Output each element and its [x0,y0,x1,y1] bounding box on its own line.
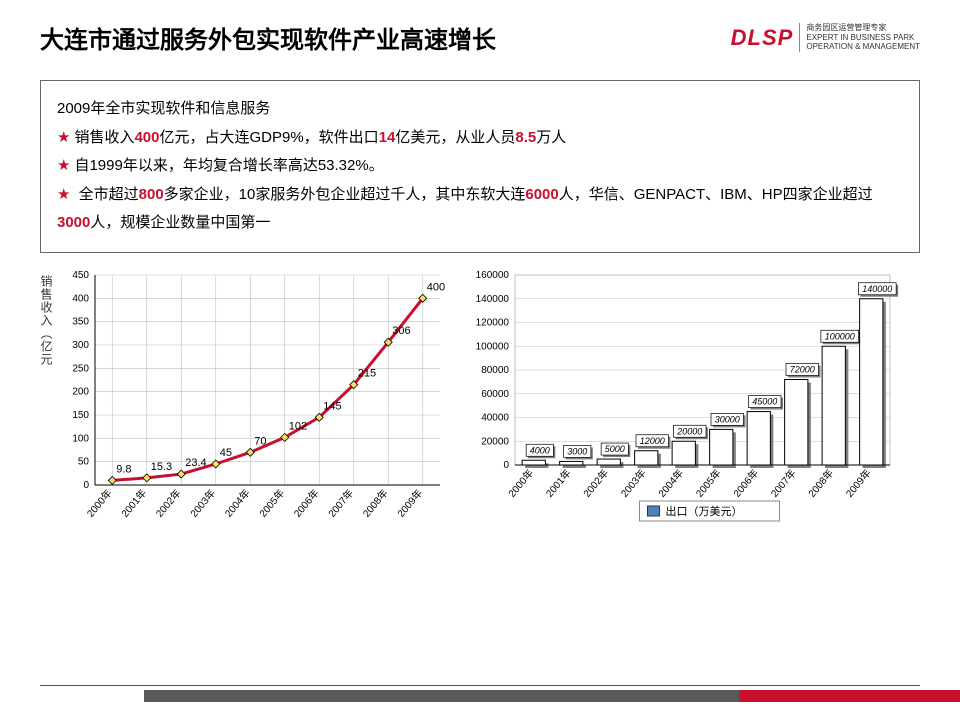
svg-text:5000: 5000 [605,444,625,454]
svg-text:2000年: 2000年 [505,466,536,499]
svg-text:250: 250 [72,363,89,374]
svg-text:300: 300 [72,340,89,351]
svg-text:12000: 12000 [640,435,665,445]
svg-text:2008年: 2008年 [805,466,836,499]
svg-text:2006年: 2006年 [730,466,761,499]
footer-divider [40,685,920,686]
svg-text:9.8: 9.8 [116,463,131,475]
footer-bar [0,690,960,702]
svg-text:23.4: 23.4 [185,457,206,469]
svg-text:2008年: 2008年 [360,486,391,519]
chart1-y-label: 销售收入（亿元 [38,275,55,366]
svg-text:70: 70 [254,435,266,447]
svg-text:100000: 100000 [825,331,855,341]
svg-text:0: 0 [83,480,89,491]
slide-header: 大连市通过服务外包实现软件产业高速增长 DLSP 商务园区运营管理专家 EXPE… [0,0,960,65]
svg-text:0: 0 [503,460,509,471]
svg-text:2003年: 2003年 [618,466,649,499]
svg-text:45: 45 [220,447,232,459]
svg-text:400: 400 [72,293,89,304]
svg-text:80000: 80000 [481,365,509,376]
svg-text:2009年: 2009年 [843,466,874,499]
info-box: 2009年全市实现软件和信息服务 ★销售收入400亿元，占大连GDP9%，软件出… [40,80,920,253]
svg-text:50: 50 [78,456,90,467]
svg-text:2007年: 2007年 [768,466,799,499]
page-title: 大连市通过服务外包实现软件产业高速增长 [40,20,731,55]
info-line-1: ★销售收入400亿元，占大连GDP9%，软件出口14亿美元，从业人员8.5万人 [57,124,903,153]
logo-subtitle: 商务园区运营管理专家 EXPERT IN BUSINESS PARK OPERA… [799,23,920,52]
logo-text: DLSP [731,25,794,51]
charts-row: 销售收入（亿元 0501001502002503003504004509.815… [0,265,960,565]
logo: DLSP 商务园区运营管理专家 EXPERT IN BUSINESS PARK … [731,23,920,52]
svg-text:450: 450 [72,270,89,281]
revenue-line-chart: 销售收入（亿元 0 50 100 150 200 250 300 350 400 450 9.8 15… [40,265,450,565]
info-line-3: ★ 全市超过800多家企业，10家服务外包企业超过千人，其中东软大连6000人，… [57,181,903,238]
info-line-2: ★自1999年以来，年均复合增长率高达53.32%。 [57,152,903,181]
svg-text:2002年: 2002年 [153,486,184,519]
svg-text:100: 100 [72,433,89,444]
svg-text:140000: 140000 [862,283,892,293]
svg-text:2005年: 2005年 [693,466,724,499]
export-bar-chart: 0 20000 40000 60000 80000 100000 120000 140000 1… [460,265,900,565]
svg-text:60000: 60000 [481,388,509,399]
svg-text:40000: 40000 [481,412,509,423]
svg-text:2001年: 2001年 [118,486,149,519]
svg-text:15.3: 15.3 [151,460,172,472]
svg-text:2009年: 2009年 [394,486,425,519]
svg-text:2003年: 2003年 [187,486,218,519]
svg-text:出口（万美元）: 出口（万美元） [666,504,743,518]
svg-text:2004年: 2004年 [655,466,686,499]
svg-text:20000: 20000 [676,426,702,436]
svg-text:150: 150 [72,410,89,421]
svg-text:306: 306 [392,325,410,337]
svg-text:30000: 30000 [715,414,740,424]
svg-text:20000: 20000 [481,436,509,447]
svg-text:102: 102 [289,420,307,432]
svg-text:2005年: 2005年 [256,486,287,519]
svg-text:100000: 100000 [476,341,510,352]
info-line-0: 2009年全市实现软件和信息服务 [57,95,903,124]
svg-text:145: 145 [323,400,341,412]
svg-text:2001年: 2001年 [543,466,574,499]
svg-text:140000: 140000 [476,293,510,304]
svg-text:72000: 72000 [790,364,815,374]
svg-text:215: 215 [358,367,376,379]
svg-text:2002年: 2002年 [580,466,611,499]
svg-text:4000: 4000 [530,445,550,455]
svg-text:2007年: 2007年 [325,486,356,519]
svg-text:45000: 45000 [752,396,777,406]
svg-text:200: 200 [72,386,89,397]
svg-text:2004年: 2004年 [222,486,253,519]
svg-text:3000: 3000 [567,446,587,456]
svg-text:2000年: 2000年 [84,486,115,519]
svg-text:350: 350 [72,316,89,327]
svg-text:120000: 120000 [476,317,510,328]
svg-text:400: 400 [427,281,445,293]
svg-text:160000: 160000 [476,270,510,281]
svg-text:2006年: 2006年 [291,486,322,519]
